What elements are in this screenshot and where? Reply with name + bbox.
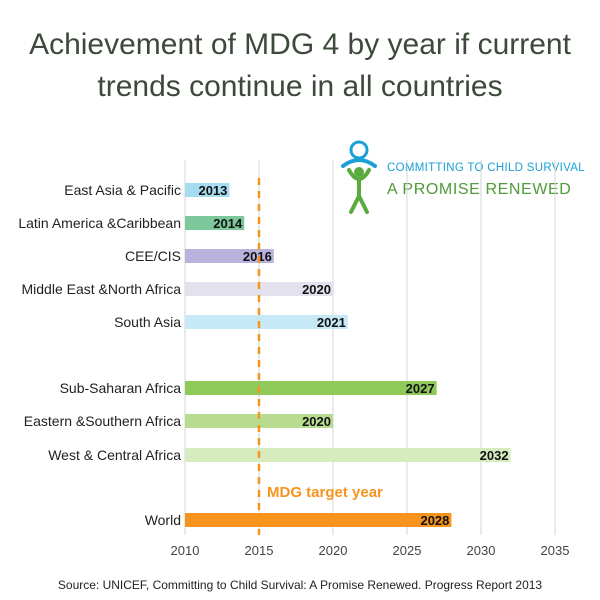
data-label: 2016: [243, 249, 272, 264]
x-tick-label: 2030: [467, 543, 496, 558]
data-label: 2020: [302, 414, 331, 429]
category-label: Eastern &Southern Africa: [24, 413, 181, 429]
category-label: World: [145, 512, 181, 528]
bar: [185, 448, 511, 462]
bar: [185, 249, 274, 263]
category-label: CEE/CIS: [125, 248, 181, 264]
bar: [185, 315, 348, 329]
bar-chart: 2010 2015 2020 2025 2030 2035 East Asia & Paci…: [18, 160, 570, 558]
bar: [185, 513, 452, 527]
promise-renewed-logo: COMMITTING TO CHILD SURVIVAL A PROMISE R…: [335, 140, 585, 220]
x-tick-label: 2025: [393, 543, 422, 558]
bar: [185, 183, 230, 197]
title-line-1: Achievement of MDG 4 by year if current: [29, 28, 571, 61]
child-figure-icon: [341, 140, 377, 214]
title-line-2: trends continue in all countries: [97, 70, 503, 103]
logo-title: A PROMISE RENEWED: [387, 181, 572, 198]
data-label: 2013: [198, 183, 227, 198]
logo-tagline: COMMITTING TO CHILD SURVIVAL: [387, 162, 585, 174]
category-label: West & Central Africa: [48, 447, 181, 463]
x-tick-label: 2035: [541, 543, 570, 558]
data-label: 2014: [213, 216, 243, 231]
category-label: Latin America &Caribbean: [18, 215, 181, 231]
bar: [185, 216, 245, 230]
target-year-label: MDG target year: [267, 484, 383, 501]
data-label: 2021: [317, 315, 346, 330]
x-tick-label: 2010: [171, 543, 200, 558]
data-label: 2020: [302, 282, 331, 297]
chart-title: Achievement of MDG 4 by year if current …: [0, 24, 600, 108]
data-label: 2028: [420, 513, 449, 528]
data-label: 2032: [480, 448, 509, 463]
x-tick-label: 2020: [319, 543, 348, 558]
category-label: South Asia: [114, 314, 181, 330]
category-label: Middle East &North Africa: [21, 281, 181, 297]
source-note: Source: UNICEF, Committing to Child Surv…: [57, 578, 543, 592]
x-tick-label: 2015: [245, 543, 274, 558]
data-label: 2027: [406, 381, 435, 396]
category-label: East Asia & Pacific: [64, 182, 181, 198]
bar: [185, 414, 333, 428]
category-label: Sub-Saharan Africa: [60, 380, 182, 396]
bar: [185, 381, 437, 395]
